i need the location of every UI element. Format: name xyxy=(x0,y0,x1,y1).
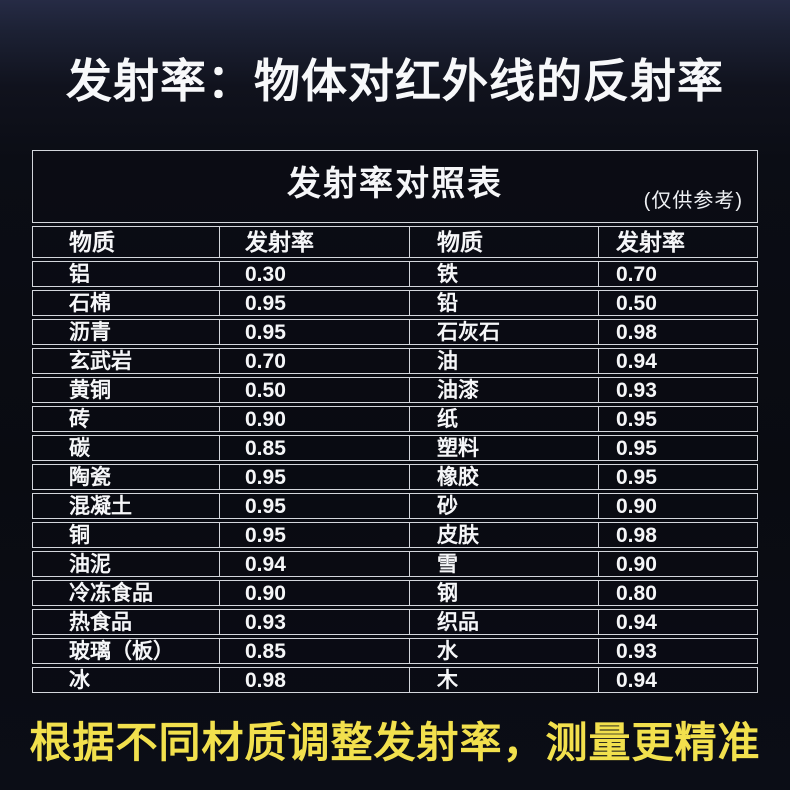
table-row: 铜 0.95 皮肤 0.98 xyxy=(32,522,758,548)
emissivity-value-cell: 0.95 xyxy=(219,523,409,547)
table-row: 黄铜 0.50 油漆 0.93 xyxy=(32,377,758,403)
material-cell: 陶瓷 xyxy=(69,465,111,489)
emissivity-value-cell: 0.80 xyxy=(598,581,757,605)
column-header-emissivity-left: 发射率 xyxy=(219,227,409,257)
material-cell: 油泥 xyxy=(69,552,111,576)
material-cell: 热食品 xyxy=(69,610,132,634)
table-title-row: 发射率对照表 (仅供参考) xyxy=(32,150,758,223)
emissivity-value-cell: 0.94 xyxy=(219,552,409,576)
material-cell: 油 xyxy=(409,349,598,373)
material-cell: 冰 xyxy=(69,668,90,692)
table-row: 陶瓷 0.95 橡胶 0.95 xyxy=(32,464,758,490)
material-cell: 木 xyxy=(409,668,598,692)
material-cell: 水 xyxy=(409,639,598,663)
emissivity-value-cell: 0.95 xyxy=(219,291,409,315)
material-cell: 雪 xyxy=(409,552,598,576)
table-row: 玻璃（板） 0.85 水 0.93 xyxy=(32,638,758,664)
emissivity-value-cell: 0.98 xyxy=(598,523,757,547)
material-cell: 沥青 xyxy=(69,320,111,344)
emissivity-value-cell: 0.90 xyxy=(219,581,409,605)
emissivity-value-cell: 0.90 xyxy=(219,407,409,431)
material-cell: 钢 xyxy=(409,581,598,605)
column-header-material-right: 物质 xyxy=(409,227,598,257)
table-body: 铝 0.30 铁 0.70 石棉 0.95 铅 0.50 沥青 0.95 石灰石… xyxy=(32,261,758,693)
material-cell: 橡胶 xyxy=(409,465,598,489)
table-reference-note: (仅供参考) xyxy=(643,190,743,212)
material-cell: 织品 xyxy=(409,610,598,634)
table-row: 砖 0.90 纸 0.95 xyxy=(32,406,758,432)
material-cell: 油漆 xyxy=(409,378,598,402)
emissivity-value-cell: 0.30 xyxy=(219,262,409,286)
table-row: 玄武岩 0.70 油 0.94 xyxy=(32,348,758,374)
table-row: 冰 0.98 木 0.94 xyxy=(32,667,758,693)
table-row: 铝 0.30 铁 0.70 xyxy=(32,261,758,287)
emissivity-value-cell: 0.98 xyxy=(219,668,409,692)
material-cell: 砂 xyxy=(409,494,598,518)
emissivity-table: 发射率对照表 (仅供参考) 物质 发射率 物质 发射率 铝 0.30 铁 0.7… xyxy=(32,150,758,693)
table-row: 石棉 0.95 铅 0.50 xyxy=(32,290,758,316)
table-header-row: 物质 发射率 物质 发射率 xyxy=(32,226,758,258)
material-cell: 石棉 xyxy=(69,291,111,315)
emissivity-value-cell: 0.94 xyxy=(598,668,757,692)
page-title: 发射率：物体对红外线的反射率 xyxy=(66,55,724,107)
emissivity-value-cell: 0.95 xyxy=(219,320,409,344)
emissivity-value-cell: 0.95 xyxy=(598,465,757,489)
emissivity-value-cell: 0.70 xyxy=(219,349,409,373)
emissivity-value-cell: 0.50 xyxy=(598,291,757,315)
emissivity-value-cell: 0.85 xyxy=(219,639,409,663)
emissivity-value-cell: 0.70 xyxy=(598,262,757,286)
table-row: 沥青 0.95 石灰石 0.98 xyxy=(32,319,758,345)
emissivity-value-cell: 0.95 xyxy=(598,407,757,431)
table-row: 碳 0.85 塑料 0.95 xyxy=(32,435,758,461)
emissivity-value-cell: 0.94 xyxy=(598,610,757,634)
material-cell: 皮肤 xyxy=(409,523,598,547)
material-cell: 石灰石 xyxy=(409,320,598,344)
material-cell: 玄武岩 xyxy=(69,349,132,373)
material-cell: 混凝土 xyxy=(69,494,132,518)
table-row: 冷冻食品 0.90 钢 0.80 xyxy=(32,580,758,606)
emissivity-value-cell: 0.94 xyxy=(598,349,757,373)
material-cell: 铁 xyxy=(409,262,598,286)
emissivity-value-cell: 0.93 xyxy=(598,639,757,663)
column-header-material-left: 物质 xyxy=(69,228,115,255)
emissivity-value-cell: 0.90 xyxy=(598,552,757,576)
material-cell: 冷冻食品 xyxy=(69,581,153,605)
material-cell: 纸 xyxy=(409,407,598,431)
footer-slogan: 根据不同材质调整发射率，测量更精准 xyxy=(29,719,761,766)
material-cell: 铅 xyxy=(409,291,598,315)
material-cell: 砖 xyxy=(69,407,90,431)
emissivity-value-cell: 0.95 xyxy=(219,465,409,489)
emissivity-value-cell: 0.93 xyxy=(219,610,409,634)
emissivity-value-cell: 0.50 xyxy=(219,378,409,402)
table-row: 混凝土 0.95 砂 0.90 xyxy=(32,493,758,519)
material-cell: 铝 xyxy=(69,262,90,286)
material-cell: 黄铜 xyxy=(69,378,111,402)
material-cell: 塑料 xyxy=(409,436,598,460)
material-cell: 铜 xyxy=(69,523,90,547)
emissivity-value-cell: 0.95 xyxy=(219,494,409,518)
table-row: 油泥 0.94 雪 0.90 xyxy=(32,551,758,577)
material-cell: 碳 xyxy=(69,436,90,460)
table-row: 热食品 0.93 织品 0.94 xyxy=(32,609,758,635)
emissivity-value-cell: 0.98 xyxy=(598,320,757,344)
column-header-emissivity-right: 发射率 xyxy=(598,227,757,257)
table-title: 发射率对照表 xyxy=(287,165,503,203)
emissivity-value-cell: 0.85 xyxy=(219,436,409,460)
emissivity-value-cell: 0.93 xyxy=(598,378,757,402)
emissivity-value-cell: 0.90 xyxy=(598,494,757,518)
material-cell: 玻璃（板） xyxy=(69,639,174,663)
emissivity-value-cell: 0.95 xyxy=(598,436,757,460)
